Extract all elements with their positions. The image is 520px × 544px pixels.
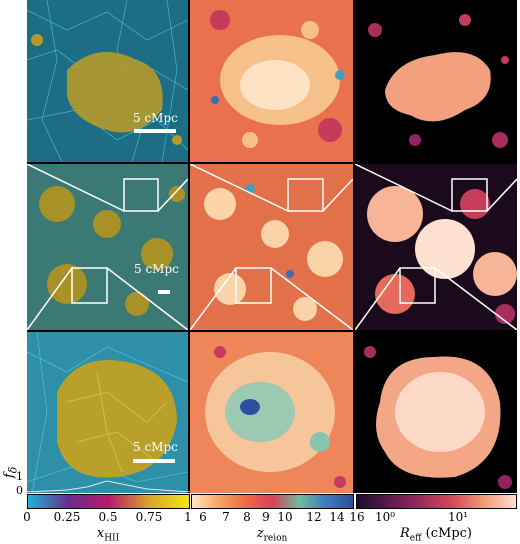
scale-bar-top xyxy=(134,129,176,133)
colorbar-zreion xyxy=(191,494,354,509)
xhii-tick-05: 0.5 xyxy=(98,510,118,524)
fdelta-tick-0: 0 xyxy=(16,484,23,497)
panel-reff-top xyxy=(355,0,517,162)
scale-label-middle: 5 cMpc xyxy=(134,262,179,276)
xhii-bottom-field xyxy=(27,332,188,493)
reff-tick-10-0: 10⁰ xyxy=(374,510,396,524)
zreion-tick-10: 10 xyxy=(277,510,293,524)
panel-reff-bottom xyxy=(355,332,517,493)
reff-middle-field xyxy=(355,164,517,330)
reff-tick-10-1: 10¹ xyxy=(447,510,469,524)
panel-xhii-bottom: 5 cMpc xyxy=(27,332,188,493)
panel-xhii-middle: 5 cMpc xyxy=(27,164,188,330)
scale-bar-bottom xyxy=(133,459,175,463)
panel-reff-middle xyxy=(355,164,517,330)
zreion-tick-8: 8 xyxy=(243,510,251,524)
xhii-colorbar-label: xHII xyxy=(96,526,120,544)
zreion-tick-9: 9 xyxy=(262,510,270,524)
xhii-tick-0: 0 xyxy=(23,510,31,524)
panel-xhii-top: 5 cMpc xyxy=(27,0,188,162)
xhii-tick-025: 0.25 xyxy=(53,510,81,524)
separator-row-1 xyxy=(27,162,517,164)
xhii-tick-075: 0.75 xyxy=(135,510,163,524)
panel-zreion-middle xyxy=(190,164,353,330)
separator-col-2 xyxy=(353,0,355,493)
zreion-colorbar-label: zreion xyxy=(256,526,288,544)
xhii-middle-field xyxy=(27,164,188,330)
xhii-top-field xyxy=(27,0,188,162)
fdelta-tick-1: 1 xyxy=(16,470,23,483)
scale-label-top: 5 cMpc xyxy=(133,111,178,125)
zreion-tick-6: 6 xyxy=(199,510,207,524)
zreion-middle-field xyxy=(190,164,353,330)
colorbar-xhii xyxy=(27,494,190,509)
colorbar-reff xyxy=(356,494,517,509)
xhii-tick-1: 1 xyxy=(184,510,192,524)
separator-row-2 xyxy=(27,330,517,332)
zreion-tick-7: 7 xyxy=(222,510,230,524)
zreion-bottom-field xyxy=(190,332,353,493)
zreion-tick-14: 14 xyxy=(329,510,345,524)
panel-zreion-top xyxy=(190,0,353,162)
zreion-tick-16: 16 xyxy=(349,510,365,524)
zreion-top-field xyxy=(190,0,353,162)
scale-bar-middle xyxy=(158,290,170,294)
separator-col-1 xyxy=(188,0,190,493)
reff-bottom-field xyxy=(355,332,517,493)
panel-zreion-bottom xyxy=(190,332,353,493)
reff-colorbar-label: Reff (cMpc) xyxy=(399,526,473,544)
fdelta-strip xyxy=(26,471,191,493)
reff-top-field xyxy=(355,0,517,162)
panel-grid: 5 cMpc xyxy=(27,0,517,493)
zreion-tick-12: 12 xyxy=(306,510,322,524)
scale-label-bottom: 5 cMpc xyxy=(133,440,178,454)
